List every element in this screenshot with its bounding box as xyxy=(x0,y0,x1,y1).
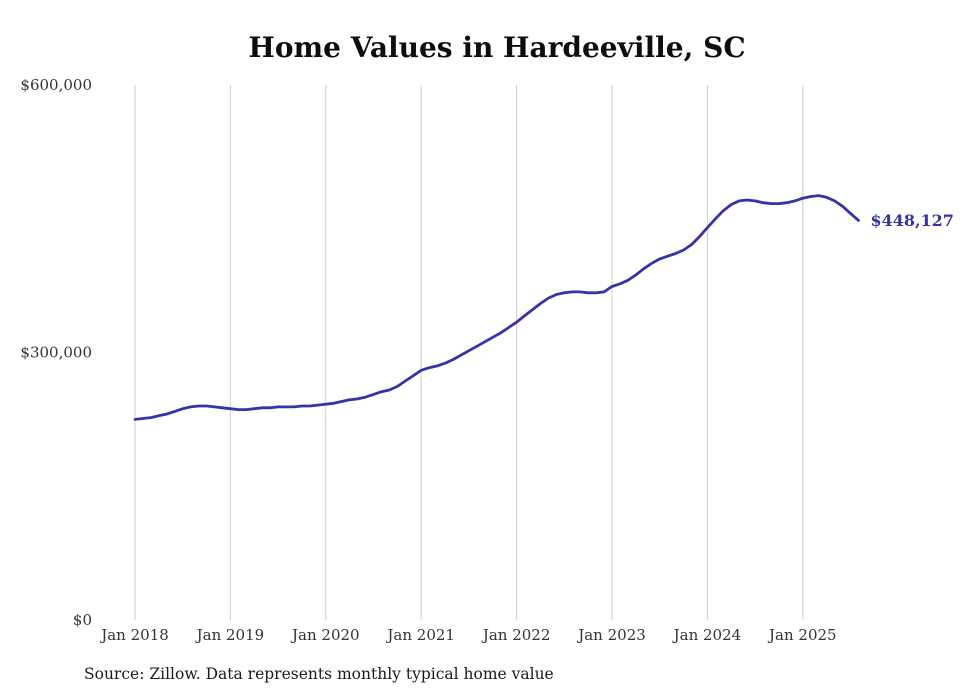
x-tick-label: Jan 2019 xyxy=(195,626,265,644)
y-tick-label: $300,000 xyxy=(20,344,92,362)
end-value-label: $448,127 xyxy=(870,211,954,230)
plot-area: Jan 2018 Jan 2019 Jan 2020 Jan 2021 Jan 2022… xyxy=(20,76,954,644)
x-tick-label: Jan 2021 xyxy=(385,626,455,644)
x-tick-label: Jan 2023 xyxy=(576,626,646,644)
x-tick-label: Jan 2020 xyxy=(290,626,360,644)
x-tick-label: Jan 2022 xyxy=(481,626,551,644)
value-line xyxy=(133,194,860,421)
y-tick-label: $0 xyxy=(73,611,92,629)
chart-title: Home Values in Hardeeville, SC xyxy=(248,31,745,64)
source-note: Source: Zillow. Data represents monthly … xyxy=(84,665,554,683)
x-tick-label: Jan 2018 xyxy=(99,626,169,644)
x-tick-label: Jan 2025 xyxy=(767,626,837,644)
y-tick-label: $600,000 xyxy=(20,76,92,94)
x-tick-label: Jan 2024 xyxy=(672,626,742,644)
